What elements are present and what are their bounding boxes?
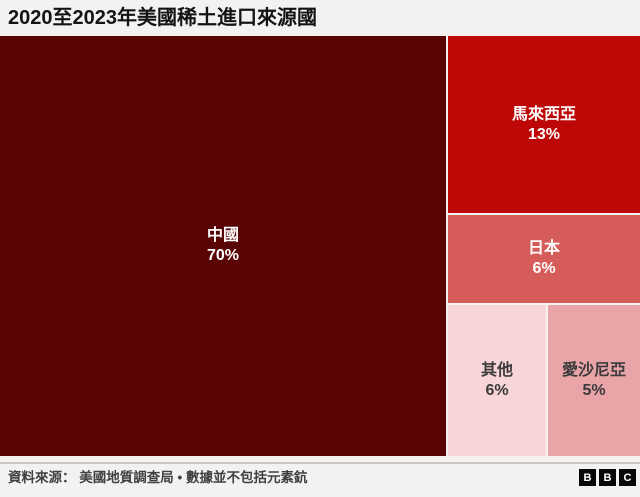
block-value-label: 70% [206, 247, 240, 264]
footer-divider [0, 462, 640, 464]
block-name-label: 中國 [206, 227, 239, 244]
bbc-logo-letter: B [599, 469, 616, 486]
bbc-logo-letter: C [619, 469, 636, 486]
block-name-label: 馬來西亞 [511, 105, 576, 123]
treemap: 中國 70% 馬來西亞 13% 日本 6% 其他 6% 愛沙尼亞 5% [0, 36, 640, 456]
bbc-logo-letter: B [579, 469, 596, 486]
treemap-block-others: 其他 6% [448, 305, 546, 456]
treemap-block-malaysia: 馬來西亞 13% [448, 36, 640, 213]
block-name-label: 其他 [480, 361, 513, 379]
source-note: 資料來源： 美國地質調查局 • 數據並不包括元素鈧 [8, 470, 308, 485]
block-name-label: 日本 [527, 240, 560, 257]
treemap-block-estonia: 愛沙尼亞 5% [548, 305, 640, 456]
chart-title: 2020至2023年美國稀土進口來源國 [8, 7, 317, 29]
treemap-block-japan: 日本 6% [448, 215, 640, 303]
treemap-block-china: 中國 70% [0, 36, 446, 456]
block-name-label: 愛沙尼亞 [561, 361, 626, 379]
block-value-label: 6% [532, 260, 556, 277]
block-value-label: 5% [582, 381, 606, 399]
block-value-label: 6% [485, 381, 509, 399]
block-value-label: 13% [527, 125, 561, 143]
bbc-logo: B B C [579, 469, 636, 486]
